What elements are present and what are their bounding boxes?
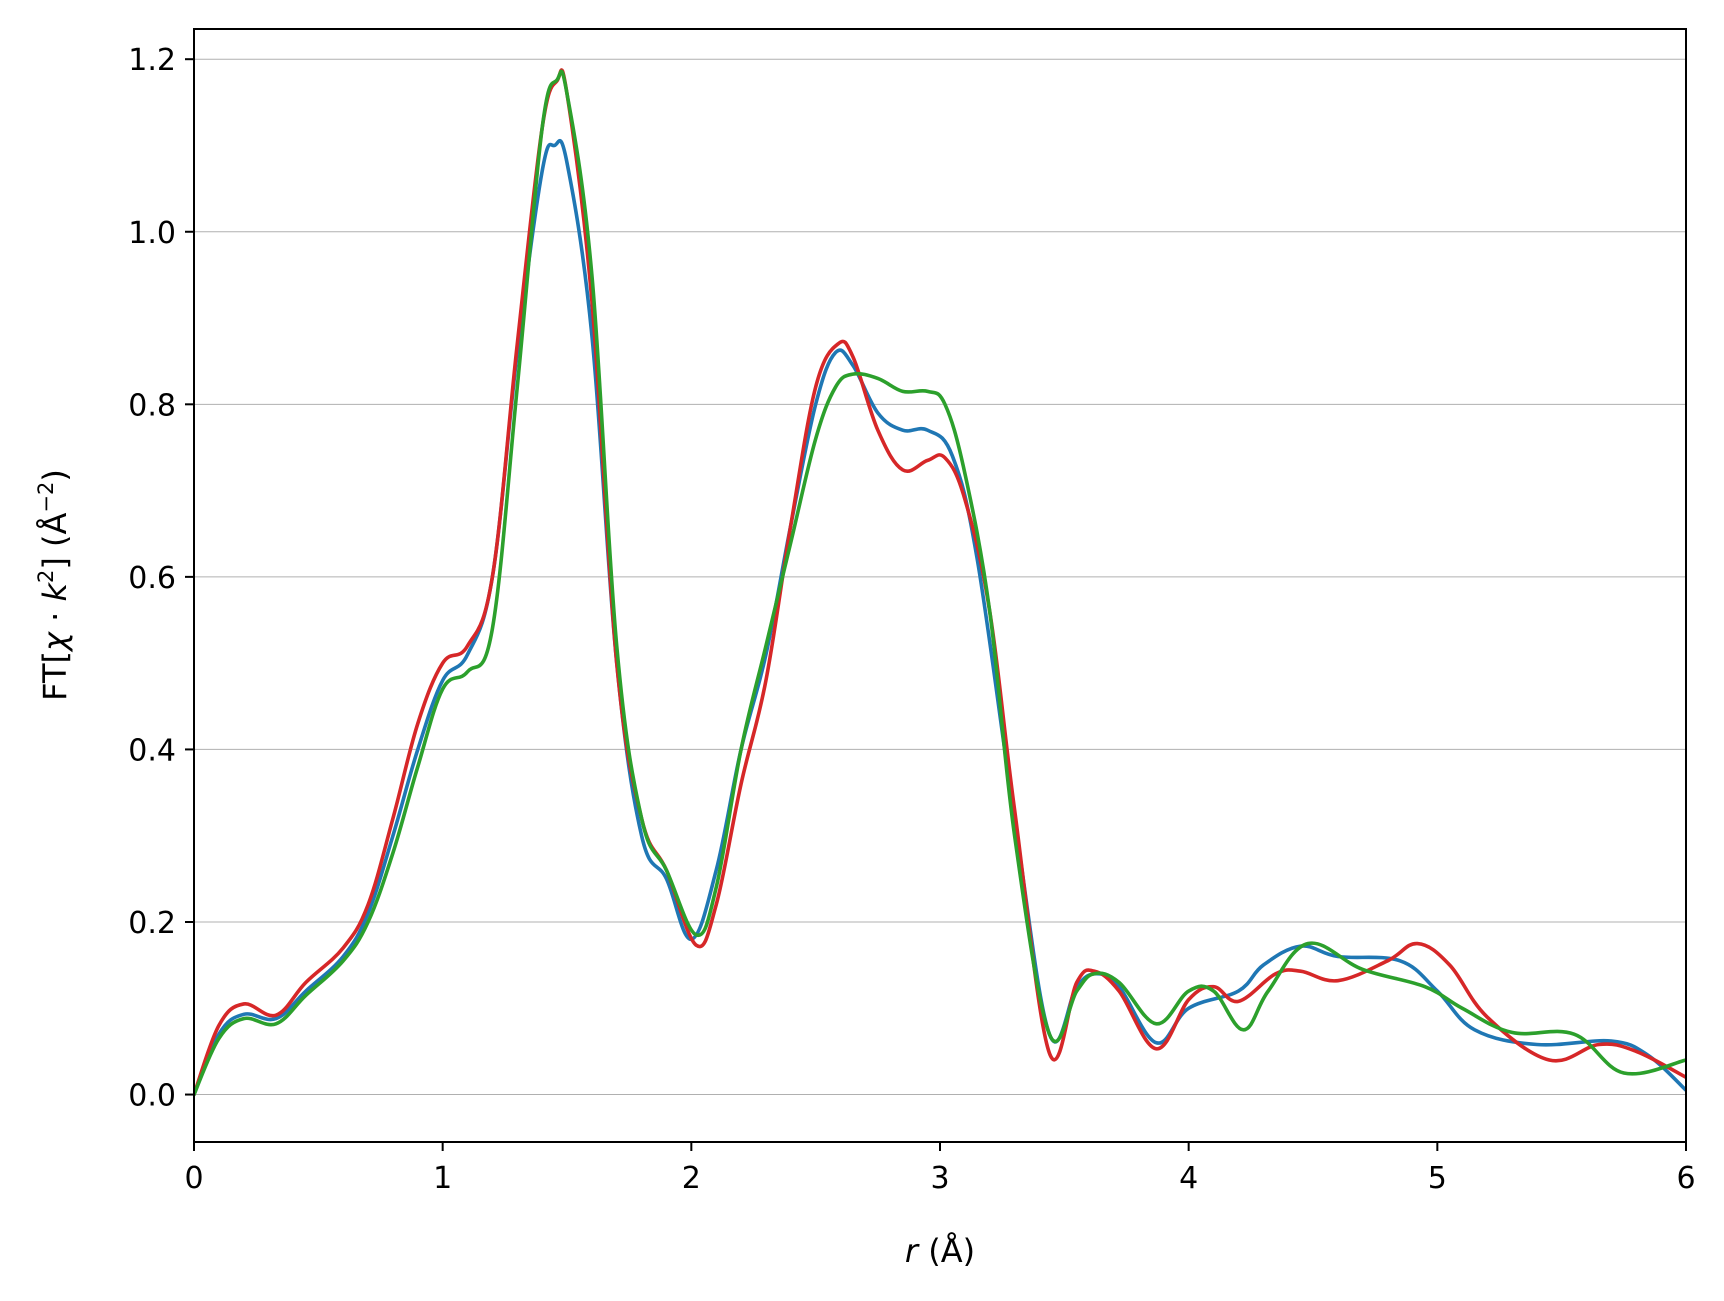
gridlines — [194, 58, 1686, 1096]
y-tick-label: 0.4 — [128, 733, 176, 768]
x-tick-label: 1 — [433, 1161, 452, 1196]
y-tick-label: 0.6 — [128, 561, 176, 596]
y-tick-label: 0.8 — [128, 388, 176, 423]
y-axis-label: FT[χ · k2] (Å−2) — [34, 469, 74, 701]
y-tick-label: 0.0 — [128, 1079, 176, 1114]
x-tick-label: 2 — [682, 1161, 701, 1196]
x-axis-ticks: 0 1 2 3 4 5 6 — [184, 1142, 1696, 1196]
x-tick-label: 0 — [184, 1161, 203, 1196]
y-axis-ticks: 0.0 0.2 0.4 0.6 0.8 1.0 1.2 — [128, 43, 194, 1114]
series-line-red — [194, 68, 1686, 1097]
x-tick-label: 6 — [1676, 1161, 1695, 1196]
y-tick-label: 0.2 — [128, 906, 176, 941]
series-line-green — [194, 69, 1686, 1097]
x-axis-label: r (Å) — [905, 1232, 975, 1270]
series-lines — [194, 68, 1686, 1097]
y-tick-label: 1.0 — [128, 216, 176, 251]
x-tick-label: 3 — [930, 1161, 949, 1196]
y-tick-label: 1.2 — [128, 43, 176, 78]
x-tick-label: 5 — [1428, 1161, 1447, 1196]
x-tick-label: 4 — [1179, 1161, 1198, 1196]
